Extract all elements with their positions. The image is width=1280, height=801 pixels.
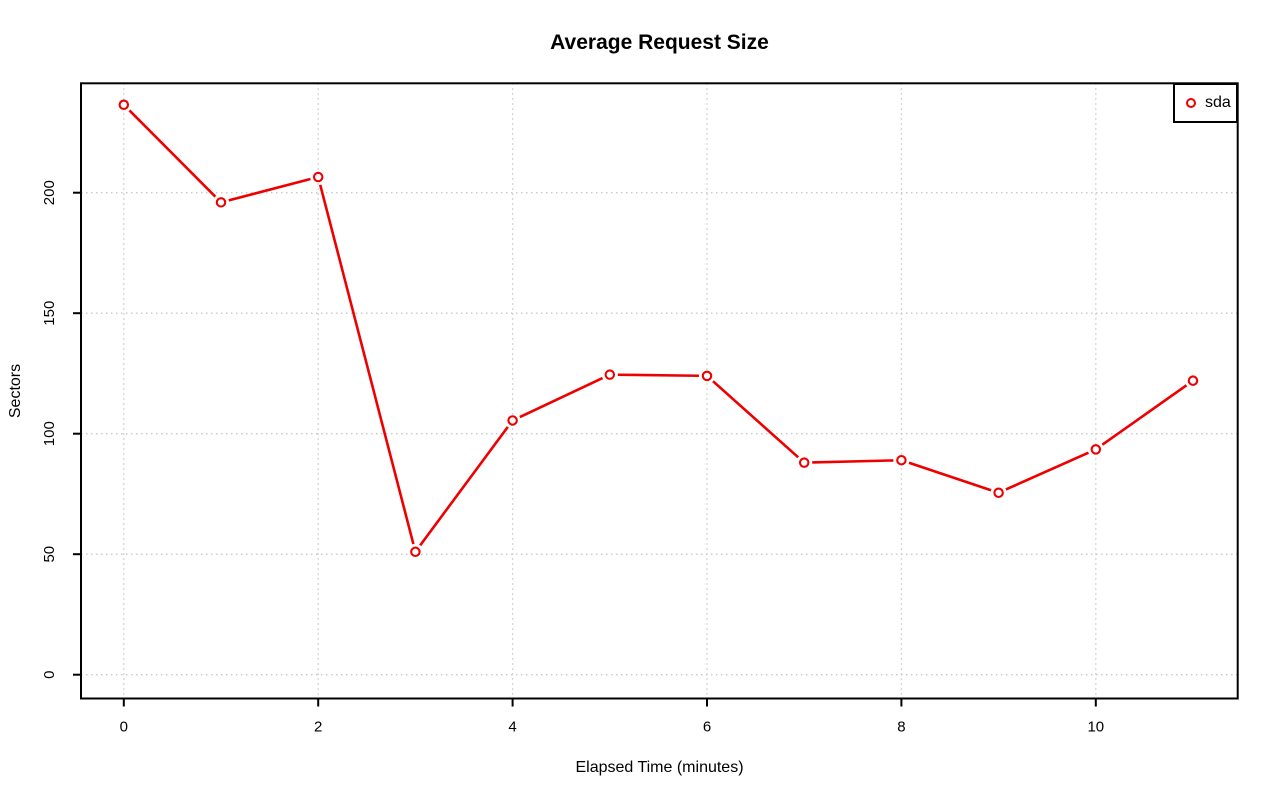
x-axis-tick-label: 8 (897, 719, 905, 736)
y-axis-tick-label: 0 (41, 671, 58, 679)
data-point-marker (604, 369, 616, 380)
data-point-marker (1187, 375, 1199, 386)
series-line-segment (1101, 384, 1188, 446)
data-point-marker (798, 457, 810, 468)
series-line-segment (519, 376, 604, 419)
legend-series-label: sda (1205, 94, 1231, 111)
x-axis-tick-label: 10 (1087, 719, 1104, 736)
x-axis-tick-label: 4 (508, 719, 516, 736)
y-axis-tick-label: 100 (41, 421, 58, 446)
y-axis-tick-label: 150 (41, 301, 58, 326)
series-line-segment (908, 461, 992, 492)
series-line-segment (712, 380, 800, 459)
x-axis-tick-label: 6 (703, 719, 711, 736)
y-axis-tick-label: 50 (41, 546, 58, 563)
x-axis-tick-label: 0 (120, 719, 128, 736)
series-line-segment (128, 109, 217, 198)
x-axis-tick-label: 2 (314, 719, 322, 736)
series-line-segment (228, 177, 311, 202)
legend: sda (1173, 83, 1238, 123)
data-point-marker (1090, 444, 1102, 455)
y-axis-tick-label: 200 (41, 180, 58, 205)
chart-title: Average Request Size (550, 31, 769, 54)
series-line-segment (617, 373, 700, 378)
series-line-segment (1005, 451, 1090, 491)
data-point-marker (896, 454, 907, 466)
x-axis-title: Elapsed Time (minutes) (575, 759, 744, 776)
series-marker-icon (1186, 98, 1196, 108)
data-point-marker (118, 99, 130, 110)
data-point-marker (701, 370, 713, 382)
data-point-marker (215, 197, 227, 208)
data-point-marker (312, 171, 324, 183)
data-point-marker (993, 487, 1004, 498)
data-point-marker (507, 415, 518, 426)
y-axis-title: Sectors (7, 363, 24, 419)
series-line-segment (812, 459, 894, 464)
series-line-segment (419, 426, 509, 547)
series-line-segment (318, 184, 415, 545)
plot-border (80, 82, 1239, 700)
data-point-marker (410, 546, 421, 558)
